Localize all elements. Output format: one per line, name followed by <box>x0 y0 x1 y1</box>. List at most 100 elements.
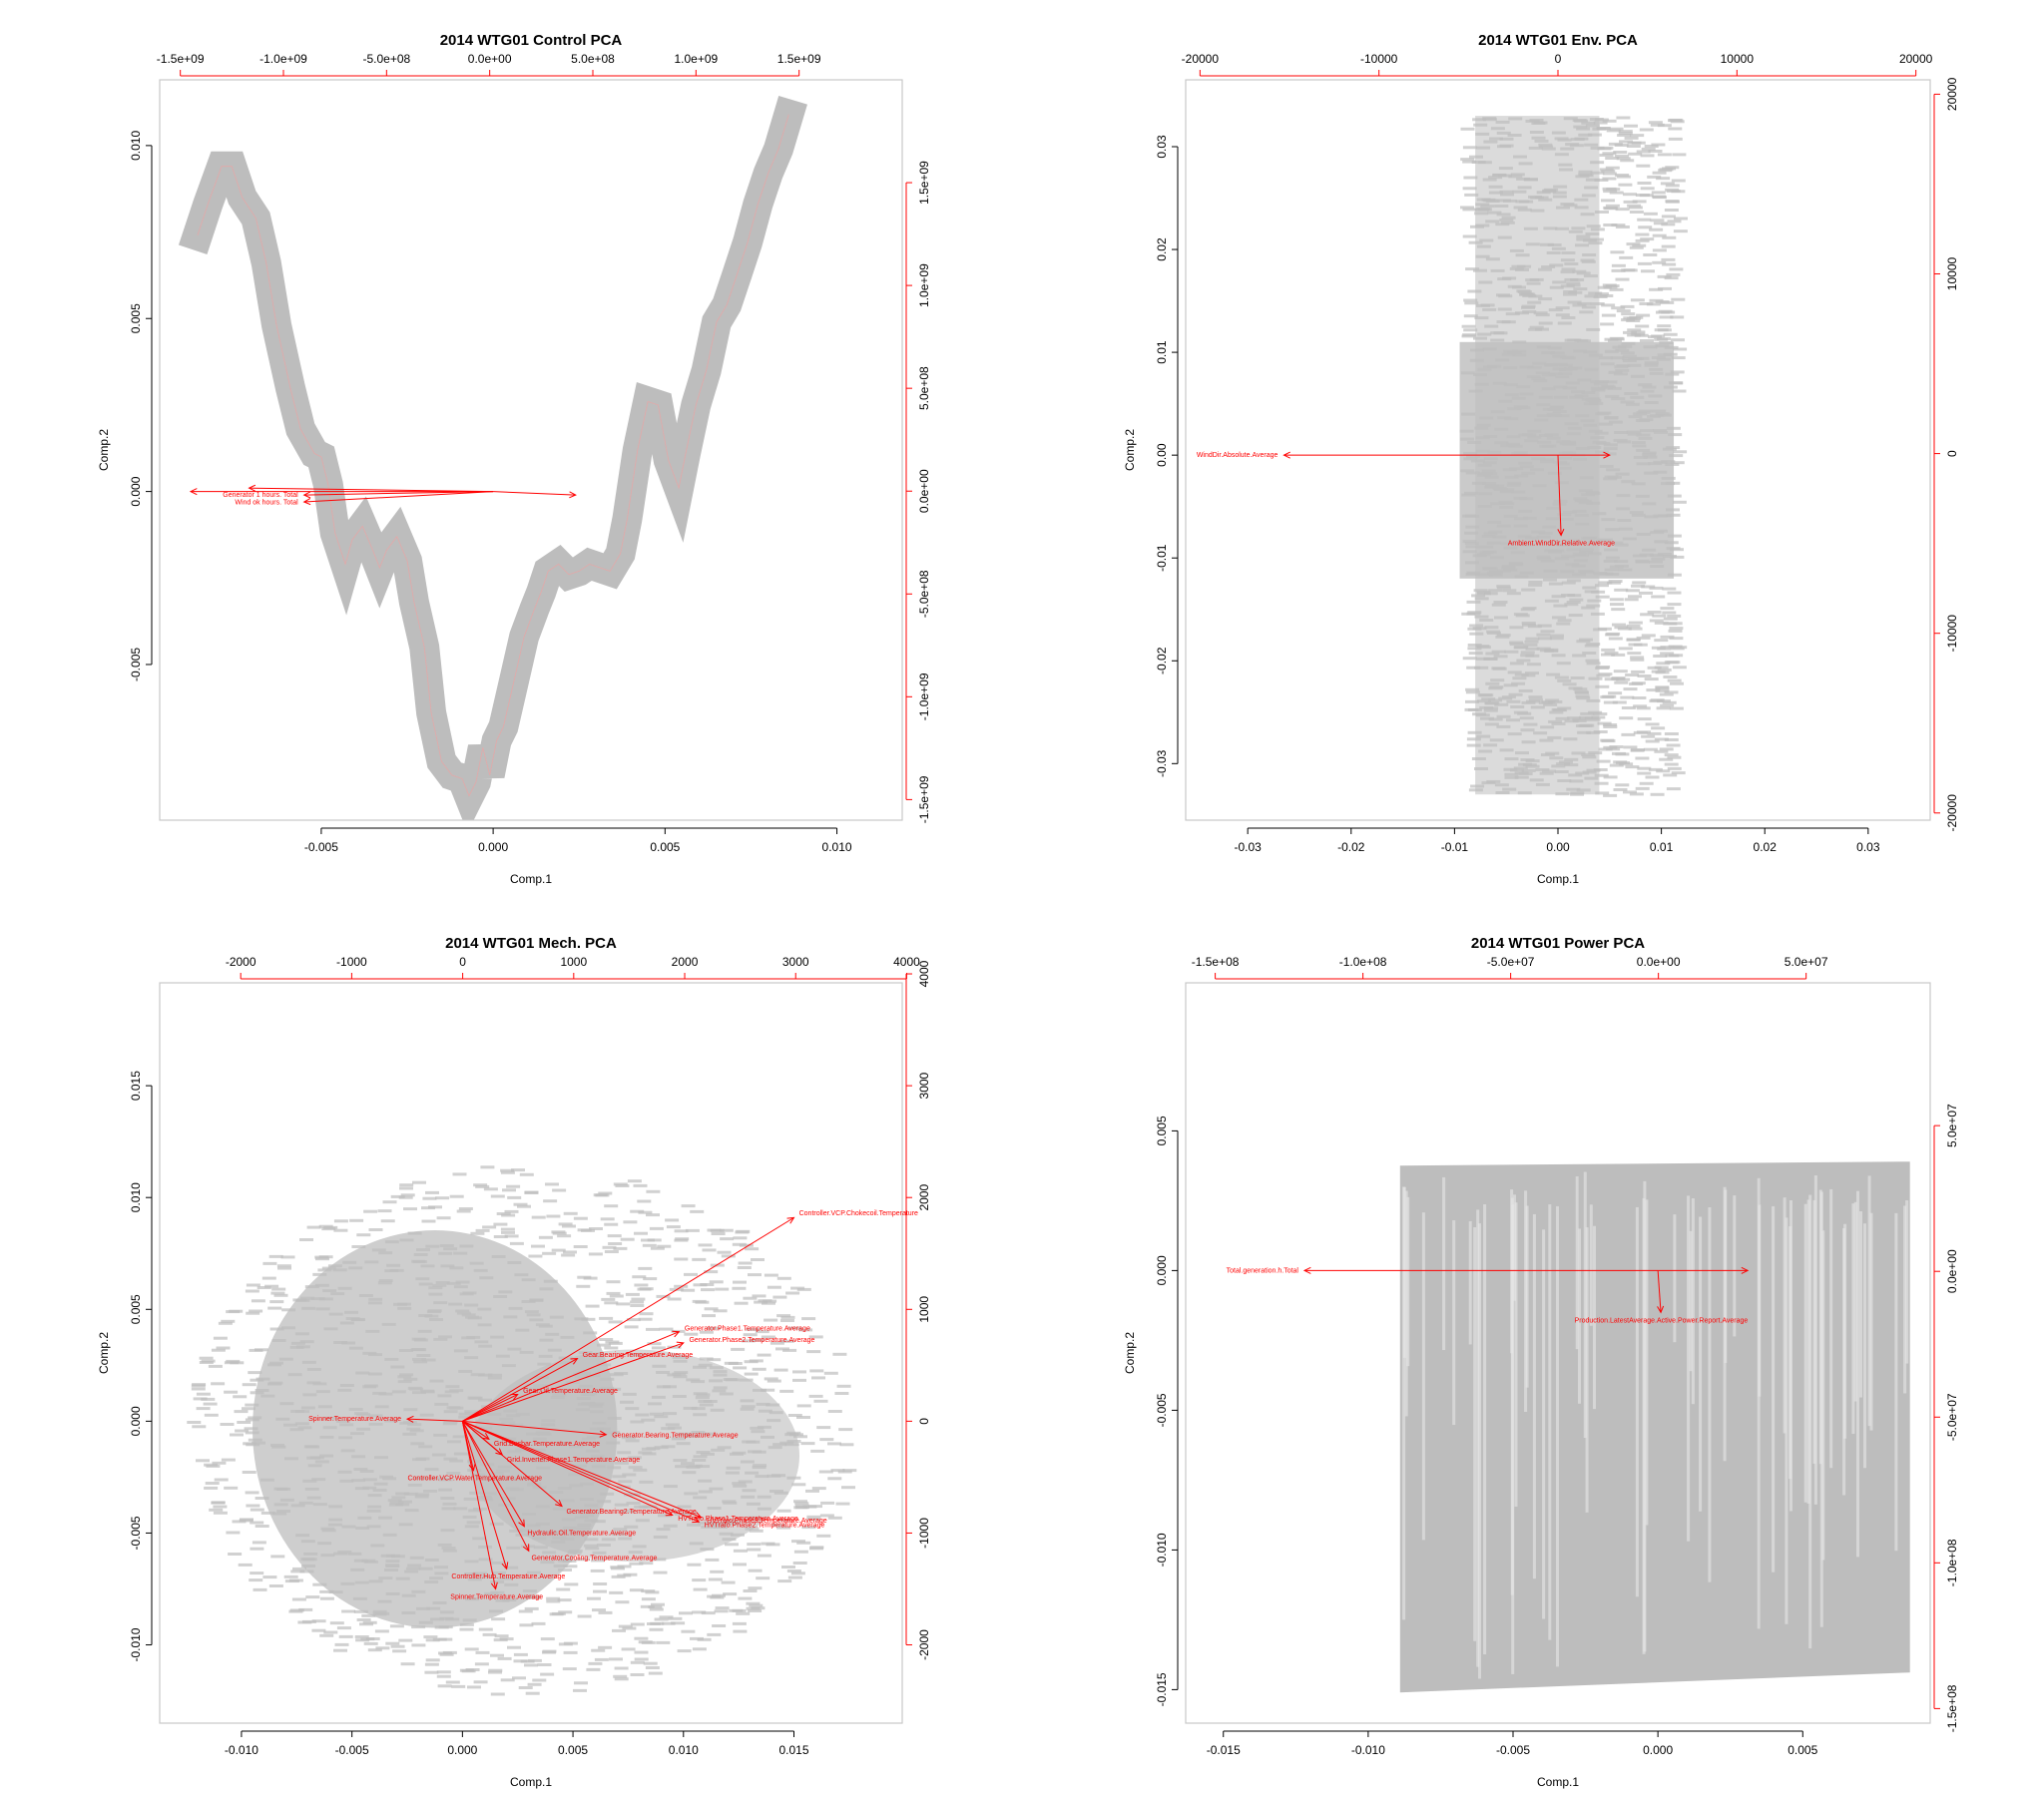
score-point <box>704 1270 719 1274</box>
x-tick-label: -0.005 <box>304 840 338 854</box>
score-point <box>467 1396 482 1400</box>
score-point <box>399 1238 414 1242</box>
score-point <box>1515 311 1529 315</box>
top-tick-label: -1.5e+09 <box>157 52 205 66</box>
score-point <box>651 1395 666 1399</box>
score-point <box>1671 179 1686 183</box>
score-point <box>250 1572 264 1575</box>
score-point <box>614 1666 629 1670</box>
top-tick-label: -10000 <box>1360 52 1398 66</box>
score-point <box>250 1521 264 1525</box>
score-point <box>696 1465 711 1469</box>
score-point <box>1590 171 1605 175</box>
score-point <box>663 1524 678 1528</box>
score-point <box>405 1567 420 1571</box>
score-point <box>1525 672 1539 675</box>
y-tick-label: 0.000 <box>129 476 143 506</box>
y-tick-label: 0.02 <box>1155 237 1169 261</box>
score-point <box>367 1301 382 1305</box>
score-point <box>1636 448 1651 452</box>
score-point <box>1555 792 1570 796</box>
score-point <box>1507 407 1522 411</box>
score-point <box>1583 536 1598 540</box>
chart-title: 2014 WTG01 Env. PCA <box>1478 32 1638 49</box>
score-point <box>532 1437 547 1441</box>
score-point <box>1580 711 1595 715</box>
score-point <box>1567 716 1582 720</box>
score-point <box>689 1542 704 1546</box>
score-point <box>391 1390 406 1394</box>
score-point <box>1632 200 1647 204</box>
score-point <box>528 1254 543 1258</box>
score-point <box>328 1312 343 1316</box>
score-point <box>1626 319 1641 322</box>
score-point <box>1482 307 1497 311</box>
score-point <box>1536 647 1551 651</box>
score-point <box>533 1384 548 1388</box>
score-point <box>1614 543 1629 547</box>
y-tick-label: -0.005 <box>129 1516 143 1550</box>
score-point <box>635 1519 650 1523</box>
score-point <box>506 1546 521 1550</box>
score-point <box>536 1466 551 1470</box>
score-point <box>1656 706 1671 710</box>
score-point <box>506 1184 521 1188</box>
score-point <box>749 1603 764 1607</box>
score-point <box>1629 511 1644 515</box>
score-point <box>1585 124 1600 128</box>
y-tick-label: -0.03 <box>1155 749 1169 777</box>
score-point <box>259 1478 274 1482</box>
score-point <box>1649 554 1664 558</box>
score-point <box>319 1596 334 1600</box>
score-point <box>1562 682 1577 686</box>
score-point <box>1524 640 1539 644</box>
score-point <box>1485 484 1500 488</box>
score-point <box>577 1614 592 1618</box>
score-point <box>1522 310 1537 313</box>
score-gap <box>1803 1203 1807 1503</box>
loading-arrowhead <box>1741 1266 1750 1274</box>
score-point <box>336 1626 351 1630</box>
score-point <box>710 1228 725 1232</box>
score-point <box>1462 208 1477 212</box>
score-point <box>1520 608 1535 612</box>
score-point <box>377 1209 392 1213</box>
loading-arrow <box>461 1421 508 1570</box>
score-point <box>615 1600 630 1604</box>
score-point <box>517 1204 531 1208</box>
score-point <box>1631 141 1646 145</box>
score-point <box>187 1421 202 1424</box>
score-point <box>1494 702 1509 706</box>
score-point <box>620 1237 635 1241</box>
y-tick-label: -0.015 <box>1155 1672 1169 1706</box>
score-point <box>1593 628 1608 632</box>
score-point <box>498 1290 513 1294</box>
score-point <box>1524 536 1539 540</box>
score-point <box>432 1283 447 1287</box>
score-point <box>1520 651 1535 655</box>
score-point <box>1495 791 1510 794</box>
score-point <box>1547 346 1562 350</box>
score-point <box>475 1228 490 1232</box>
score-point <box>509 1423 524 1427</box>
score-point <box>827 1516 842 1520</box>
score-point <box>232 1520 247 1524</box>
loading-arrowhead <box>692 1516 701 1524</box>
score-point <box>436 1674 451 1678</box>
score-point <box>347 1552 362 1556</box>
score-point <box>1553 385 1568 389</box>
score-point <box>1632 243 1647 247</box>
score-point <box>1519 200 1534 204</box>
score-point <box>1667 573 1682 577</box>
score-point <box>1503 568 1518 572</box>
score-point <box>370 1544 385 1548</box>
score-point <box>792 1370 806 1374</box>
top-tick-label: -1000 <box>336 955 367 969</box>
score-point <box>1499 748 1514 752</box>
score-point <box>1655 671 1670 674</box>
score-point <box>1656 769 1671 773</box>
score-point <box>733 1563 747 1567</box>
score-point <box>1513 405 1528 409</box>
score-point <box>1592 440 1607 444</box>
score-point <box>500 1168 515 1172</box>
